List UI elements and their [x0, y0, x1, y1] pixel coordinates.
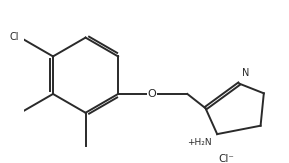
Text: Cl: Cl [10, 32, 19, 42]
Text: +H₂N: +H₂N [187, 138, 212, 147]
Text: O: O [147, 89, 156, 99]
Text: N: N [242, 68, 250, 78]
Text: Cl⁻: Cl⁻ [218, 154, 234, 163]
